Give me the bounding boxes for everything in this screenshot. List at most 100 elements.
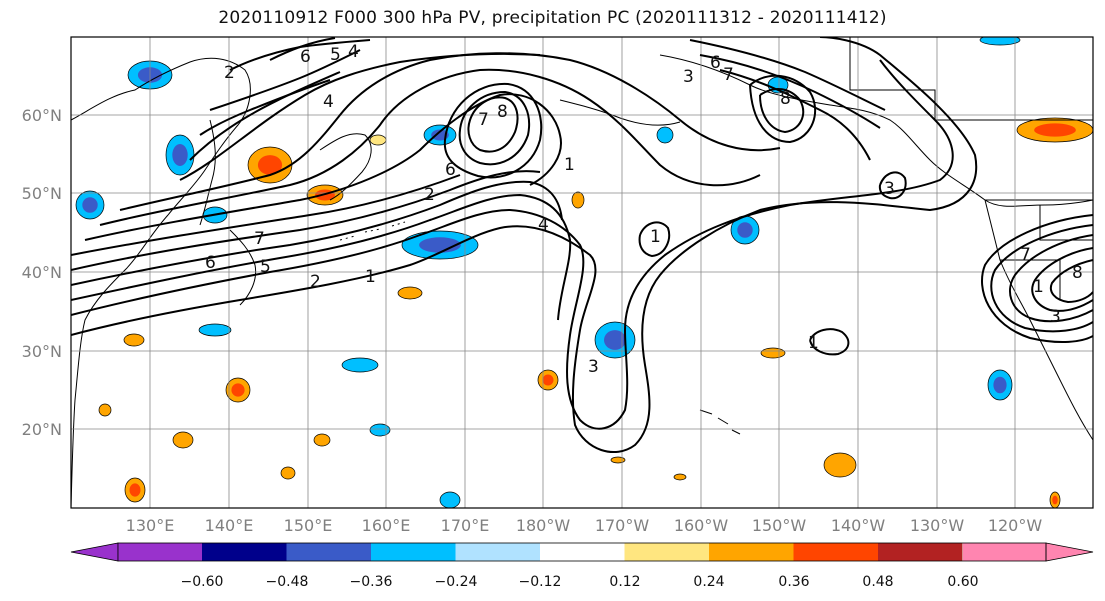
- contour-label: 7: [478, 110, 489, 130]
- lat-label: 30°N: [22, 342, 62, 361]
- lon-label: 160°E: [362, 516, 411, 535]
- contour-label: 5: [330, 45, 341, 65]
- precip-blob: [369, 423, 391, 437]
- lat-label: 50°N: [22, 184, 62, 203]
- precip-blob-core: [82, 197, 98, 213]
- colorbar-segment: [793, 543, 878, 561]
- colorbar-tick: 0.60: [947, 574, 978, 590]
- colorbar-segment: [709, 543, 794, 561]
- map-border: [70, 36, 1094, 509]
- precip-blob: [979, 37, 1021, 46]
- lon-label: 160°W: [674, 516, 729, 535]
- colorbar-tick: −0.36: [350, 574, 393, 590]
- longitude-labels: 130°E 140°E 150°E 160°E 170°E 180°W 170°…: [126, 516, 1043, 535]
- precip-blob-core: [542, 374, 554, 386]
- precip-blob: [397, 286, 423, 300]
- contour-label: 7: [1020, 245, 1031, 265]
- latitude-labels: 60°N 50°N 40°N 30°N 20°N: [22, 106, 62, 439]
- contour-label: 3: [1050, 307, 1061, 327]
- precipitation-anomalies: [75, 37, 1093, 508]
- precip-blob-core: [172, 144, 188, 166]
- lon-label: 170°W: [595, 516, 650, 535]
- precip-blob: [673, 473, 687, 481]
- contour-label: 1: [1033, 277, 1044, 297]
- precip-blob: [198, 323, 232, 337]
- colorbar-segment: [118, 543, 202, 561]
- map-title: 2020110912 F000 300 hPa PV, precipitatio…: [218, 8, 887, 28]
- contour-label: 7: [254, 229, 265, 249]
- colorbar-extend-low: [70, 542, 119, 562]
- precip-blob-core: [1034, 123, 1076, 137]
- colorbar-tick-labels: −0.60 −0.48 −0.36 −0.24 −0.12 0.12 0.24 …: [181, 574, 979, 590]
- contour-label: 4: [348, 42, 359, 62]
- lat-label: 40°N: [22, 263, 62, 282]
- colorbar: [70, 542, 1094, 562]
- contour-label: 2: [424, 185, 435, 205]
- colorbar-tick: 0.48: [862, 574, 893, 590]
- precip-blob: [610, 456, 626, 464]
- colorbar-extend-high: [1045, 542, 1094, 562]
- contour-label: 2: [310, 272, 321, 292]
- colorbar-tick: 0.36: [778, 574, 809, 590]
- contour-label: 1: [365, 267, 376, 287]
- contour-label: 3: [588, 357, 599, 377]
- colorbar-tick: −0.12: [519, 574, 562, 590]
- contour-label: 4: [538, 215, 549, 235]
- colorbar-segment: [878, 543, 963, 561]
- lon-label: 150°E: [284, 516, 333, 535]
- contour-label: 6: [300, 47, 311, 67]
- precip-blob: [571, 191, 585, 209]
- precip-blob-core: [604, 330, 626, 350]
- coastlines: [71, 37, 1093, 508]
- lat-label: 20°N: [22, 420, 62, 439]
- precip-blob: [313, 433, 331, 447]
- precip-blob: [172, 431, 194, 449]
- contour-label: 2: [224, 63, 235, 83]
- contour-label: 1: [564, 155, 575, 175]
- lon-label: 150°W: [752, 516, 807, 535]
- precip-blob-core: [231, 383, 245, 397]
- contour-label: 1: [808, 333, 819, 353]
- colorbar-tick: −0.48: [266, 574, 309, 590]
- lon-label: 180°W: [516, 516, 571, 535]
- colorbar-segment: [624, 543, 709, 561]
- colorbar-segment: [455, 543, 540, 561]
- colorbar-segment: [371, 543, 456, 561]
- precip-blob: [823, 452, 857, 478]
- pv-contours: [71, 37, 1093, 454]
- colorbar-segment: [202, 543, 287, 561]
- contour-labels: 6 5 4 2 4 6 7 8 1 3 6 7 8 3 2 1 6 5 7 4 …: [205, 42, 1083, 377]
- precip-blob-core: [257, 155, 283, 175]
- precip-blob: [369, 134, 387, 146]
- lon-label: 140°W: [831, 516, 886, 535]
- lon-label: 170°E: [441, 516, 490, 535]
- contour-label: 3: [884, 179, 895, 199]
- precip-blob-core: [737, 222, 753, 238]
- contour-label: 8: [1072, 263, 1083, 283]
- contour-label: 3: [683, 67, 694, 87]
- precip-blob: [280, 466, 296, 480]
- colorbar-outline: [117, 542, 1047, 562]
- precip-blob: [656, 126, 674, 144]
- lon-label: 120°W: [988, 516, 1043, 535]
- contour-label: 4: [323, 92, 334, 112]
- colorbar-segment: [963, 543, 1046, 561]
- colorbar-tick: 0.12: [609, 574, 640, 590]
- colorbar-tick: −0.60: [181, 574, 224, 590]
- colorbar-tick: −0.24: [435, 574, 478, 590]
- contour-label: 6: [710, 53, 721, 73]
- lon-label: 140°E: [205, 516, 254, 535]
- contour-label: 6: [205, 253, 216, 273]
- contour-label: 5: [260, 257, 271, 277]
- precip-blob: [123, 333, 145, 347]
- contour-label: 6: [445, 160, 456, 180]
- precip-blob-core: [419, 237, 461, 253]
- lat-label: 60°N: [22, 106, 62, 125]
- precip-blob-core: [993, 376, 1007, 394]
- colorbar-tick: 0.24: [693, 574, 724, 590]
- contour-label: 8: [497, 102, 508, 122]
- contour-label: 1: [650, 227, 661, 247]
- precip-blob-core: [1052, 495, 1058, 505]
- lon-label: 130°W: [910, 516, 965, 535]
